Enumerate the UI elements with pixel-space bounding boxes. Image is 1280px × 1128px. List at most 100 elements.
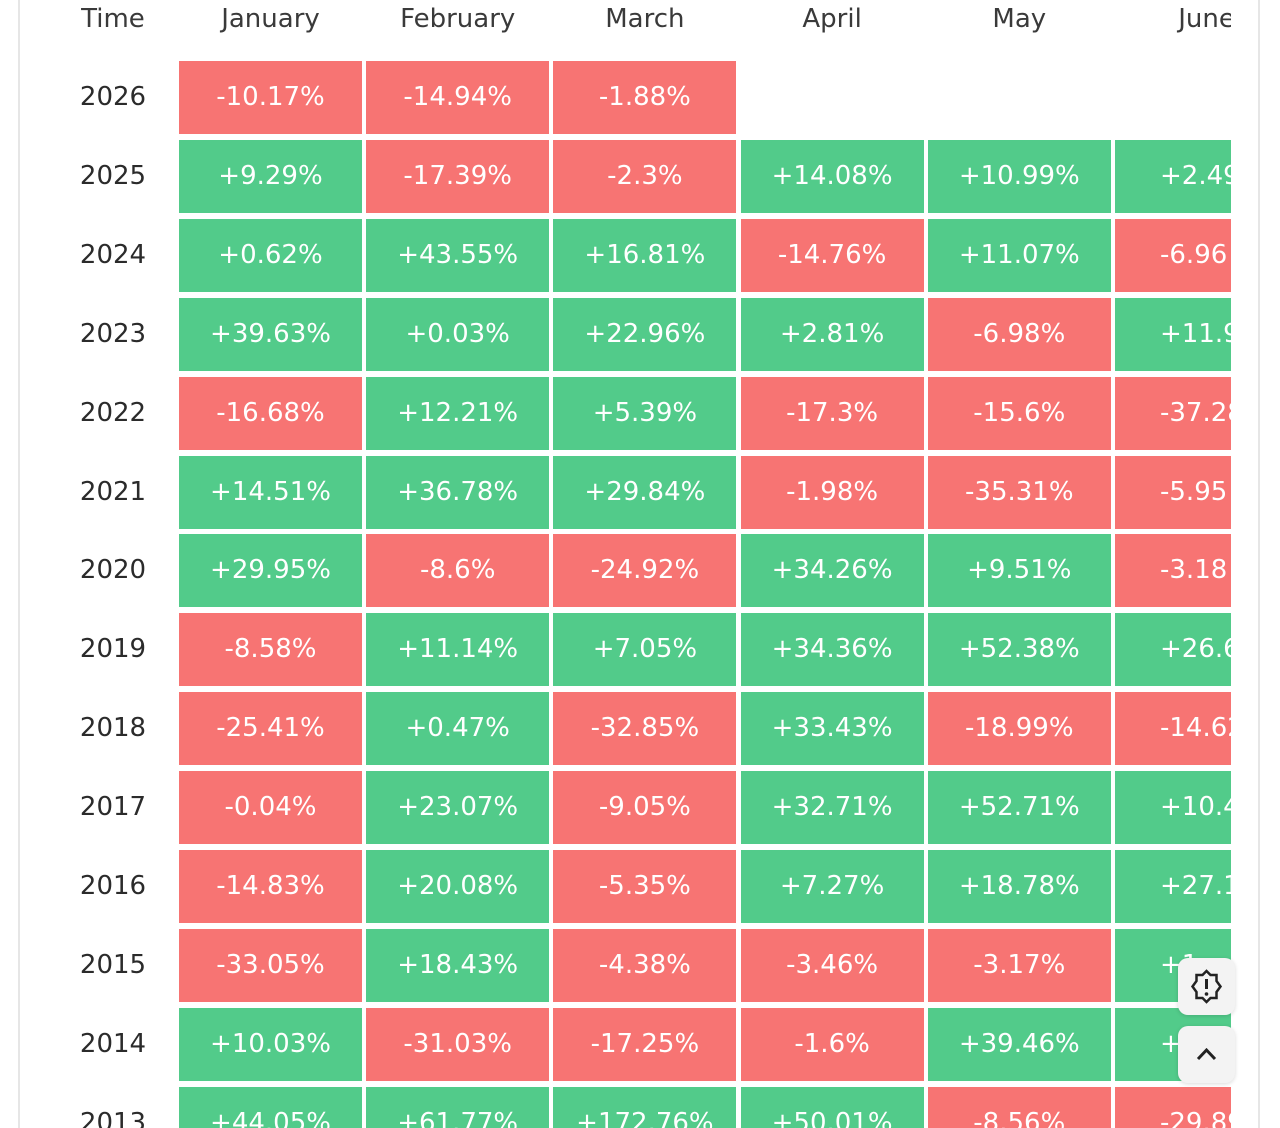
returns-table: Time January February March April May June 2026… [79, 4, 1231, 1128]
return-cell: +18.78% [927, 850, 1111, 923]
return-cell: -32.85% [553, 692, 737, 766]
return-cell: -5.95 [1115, 455, 1231, 529]
return-cell: +36.78% [366, 455, 550, 529]
return-cell: -1.88% [553, 61, 737, 134]
column-header: June [1178, 4, 1231, 34]
return-cell: -18.99% [927, 692, 1111, 766]
year-label: 2018 [79, 713, 147, 744]
return-cell: -17.25% [553, 1007, 737, 1081]
column-header: April [802, 4, 862, 34]
return-cell: -2.3% [553, 139, 737, 213]
return-cell: -17.3% [740, 376, 924, 450]
return-cell: +11.07% [927, 218, 1111, 292]
return-cell: -14.62 [1115, 692, 1231, 766]
year-label: 2021 [79, 476, 147, 507]
return-cell: +9.51% [927, 534, 1111, 608]
return-cell: -25.41% [179, 692, 362, 766]
return-cell: +11.14% [366, 613, 550, 687]
year-label: 2024 [79, 239, 147, 270]
return-cell: +39.63% [179, 297, 362, 371]
return-cell: -14.76% [740, 218, 924, 292]
return-cell: -3.17% [927, 928, 1111, 1002]
return-cell: +18.43% [366, 928, 550, 1002]
return-cell: -24.92% [553, 534, 737, 608]
year-label: 2014 [79, 1028, 147, 1059]
return-cell: +2.49 [1115, 139, 1231, 213]
return-cell: +43.55% [366, 218, 550, 292]
return-cell: -10.17% [179, 61, 362, 134]
return-cell: +34.26% [740, 534, 924, 608]
return-cell: +10.45 [1115, 771, 1231, 845]
return-cell: +7.05% [553, 613, 737, 687]
column-header: Time [81, 4, 145, 34]
return-cell: -35.31% [927, 455, 1111, 529]
return-cell: +29.95% [179, 534, 362, 608]
return-cell: -31.03% [366, 1007, 550, 1081]
return-cell: +52.71% [927, 771, 1111, 845]
return-cell: +20.08% [366, 850, 550, 923]
year-label: 2016 [79, 871, 147, 901]
return-cell: -33.05% [179, 928, 362, 1002]
year-label: 2025 [79, 160, 147, 191]
return-cell: +52.38% [927, 613, 1111, 687]
year-label: 2013 [79, 1107, 147, 1128]
return-cell: +32.71% [740, 771, 924, 845]
return-cell: -1.98% [740, 455, 924, 529]
return-cell: +7.27% [740, 850, 924, 923]
return-cell: +33.43% [740, 692, 924, 766]
return-cell: +10.03% [179, 1007, 362, 1081]
return-cell: +11.98 [1115, 297, 1231, 371]
year-label: 2015 [79, 949, 147, 980]
return-cell: -3.18 [1115, 534, 1231, 608]
return-cell: +29.84% [553, 455, 737, 529]
return-cell: +2.81% [740, 297, 924, 371]
return-cell: +172.76% [553, 1086, 737, 1128]
return-cell: -1.6% [740, 1007, 924, 1081]
return-cell: -4.38% [553, 928, 737, 1002]
return-cell: +22.96% [553, 297, 737, 371]
column-header: March [605, 4, 685, 34]
return-cell: +50.01% [740, 1086, 924, 1128]
return-cell: +39.46% [927, 1007, 1111, 1081]
return-cell: -6.98% [927, 297, 1111, 371]
return-cell: +23.07% [366, 771, 550, 845]
return-cell: +61.77% [366, 1086, 550, 1128]
return-cell: +16.81% [553, 218, 737, 292]
return-cell: -37.28 [1115, 376, 1231, 450]
feedback-button[interactable] [1178, 958, 1235, 1015]
return-cell: -8.6% [366, 534, 550, 608]
return-cell: +14.51% [179, 455, 362, 529]
return-cell: -15.6% [927, 376, 1111, 450]
column-header: January [221, 4, 320, 34]
return-cell: -3.46% [740, 928, 924, 1002]
year-label: 2019 [79, 634, 147, 665]
return-cell: -14.83% [179, 850, 362, 923]
return-cell: -8.58% [179, 613, 362, 687]
return-cell: +5.39% [553, 376, 737, 450]
return-cell: +14.08% [740, 139, 924, 213]
column-header: February [400, 4, 516, 34]
return-cell: -17.39% [366, 139, 550, 213]
return-cell: +12.21% [366, 376, 550, 450]
year-label: 2023 [79, 318, 147, 349]
year-label: 2022 [79, 397, 147, 428]
return-cell: +26.67 [1115, 613, 1231, 687]
return-cell: -14.94% [366, 61, 550, 134]
return-cell: +0.62% [179, 218, 362, 292]
year-label: 2020 [79, 555, 147, 586]
return-cell: -16.68% [179, 376, 362, 450]
return-cell: -29.89 [1115, 1086, 1231, 1128]
column-header: May [992, 4, 1047, 34]
return-cell: +10.99% [927, 139, 1111, 213]
return-cell: +0.03% [366, 297, 550, 371]
feedback-icon [1190, 969, 1223, 1004]
return-cell: +44.05% [179, 1086, 362, 1128]
return-cell: +34.36% [740, 613, 924, 687]
scroll-top-button[interactable] [1178, 1026, 1235, 1083]
return-cell: -0.04% [179, 771, 362, 845]
return-cell: -9.05% [553, 771, 737, 845]
return-cell: +0.47% [366, 692, 550, 766]
return-cell: +9.29% [179, 139, 362, 213]
scroll-top-icon [1196, 1047, 1217, 1061]
